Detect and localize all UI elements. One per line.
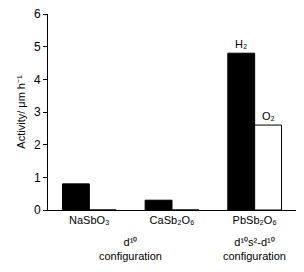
svg-text:0: 0 — [34, 203, 41, 217]
svg-text:6: 6 — [34, 7, 41, 21]
svg-text:O₂: O₂ — [262, 110, 275, 122]
svg-text:4: 4 — [34, 73, 41, 87]
svg-text:3: 3 — [34, 105, 41, 119]
svg-text:2: 2 — [34, 138, 41, 152]
svg-text:d¹⁰configuration: d¹⁰configuration — [99, 236, 162, 262]
svg-text:PbSb₂O₆: PbSb₂O₆ — [233, 214, 277, 226]
svg-text:CaSb₂O₆: CaSb₂O₆ — [150, 214, 195, 226]
svg-text:d¹⁰s²-d¹⁰configuration: d¹⁰s²-d¹⁰configuration — [223, 236, 286, 262]
svg-text:NaSbO₃: NaSbO₃ — [69, 214, 110, 226]
svg-text:Activity/ μm h⁻¹: Activity/ μm h⁻¹ — [15, 75, 27, 149]
svg-text:H₂: H₂ — [235, 38, 247, 50]
svg-text:1: 1 — [34, 171, 41, 185]
svg-text:5: 5 — [34, 40, 41, 54]
